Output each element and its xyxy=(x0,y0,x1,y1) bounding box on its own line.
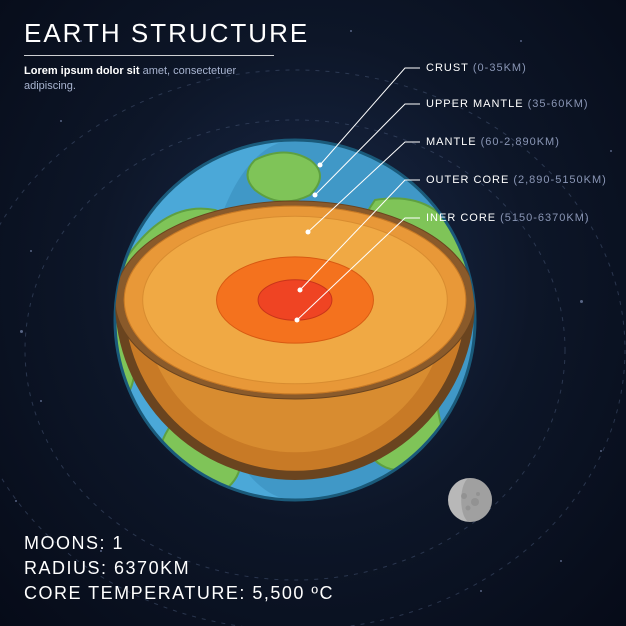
moon-icon xyxy=(448,478,492,522)
stats-block: MOONS: 1 RADIUS: 6370KM CORE TEMPERATURE… xyxy=(24,529,334,604)
stat-coretemp: CORE TEMPERATURE: 5,500 ºC xyxy=(24,583,334,604)
stat-radius: RADIUS: 6370KM xyxy=(24,558,334,579)
layer-label-upper-mantle: UPPER MANTLE(35-60KM) xyxy=(426,98,589,110)
stat-moons: MOONS: 1 xyxy=(24,533,334,554)
layer-label-mantle: MANTLE(60-2,890KM) xyxy=(426,136,560,148)
layer-label-iner-core: INER CORE(5150-6370KM) xyxy=(426,212,590,224)
layer-label-outer-core: OUTER CORE(2,890-5150KM) xyxy=(426,174,607,186)
layer-label-crust: CRUST(0-35KM) xyxy=(426,62,527,74)
